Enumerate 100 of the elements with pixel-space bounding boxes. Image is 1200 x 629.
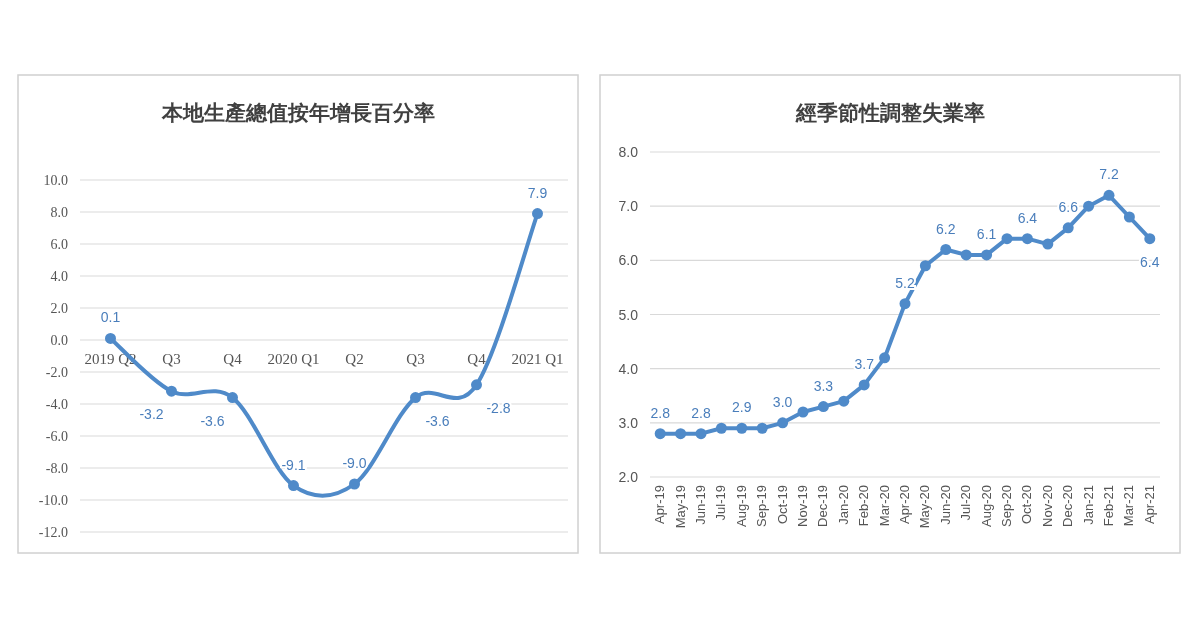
x-tick-label: Jan-21 bbox=[1080, 485, 1096, 525]
point bbox=[777, 417, 789, 429]
y-tick-label: 2.0 bbox=[618, 469, 639, 485]
x-tick-label: Apr-19 bbox=[652, 485, 668, 525]
y-tick-label: -4.0 bbox=[45, 397, 68, 412]
y-tick-label: 2.0 bbox=[50, 301, 68, 316]
x-tick-label: Oct-20 bbox=[1019, 485, 1035, 525]
data-label: 6.6 bbox=[1058, 198, 1079, 215]
x-tick-label: Jan-20 bbox=[835, 485, 851, 525]
x-tick-label: Apr-21 bbox=[1141, 485, 1157, 525]
point bbox=[1001, 233, 1013, 245]
x-tick-label: Q3 bbox=[162, 351, 181, 367]
chart-title: 本地生產總值按年增長百分率 bbox=[160, 100, 435, 125]
y-tick-label: 4.0 bbox=[618, 360, 639, 377]
x-tick-label: Sep-19 bbox=[754, 485, 770, 527]
x-tick-label: Oct-19 bbox=[774, 485, 790, 525]
point bbox=[532, 208, 543, 220]
x-tick-label: Nov-19 bbox=[795, 485, 810, 527]
point bbox=[227, 392, 238, 404]
data-label: 3.3 bbox=[813, 377, 834, 394]
x-tick-label: Jun-19 bbox=[693, 485, 708, 525]
x-tick-label: Feb-20 bbox=[856, 485, 872, 527]
data-label: 2.8 bbox=[691, 404, 711, 421]
point bbox=[960, 249, 972, 261]
x-tick-label: Aug-20 bbox=[978, 485, 994, 527]
data-label: 3.7 bbox=[854, 355, 875, 372]
point bbox=[919, 260, 931, 272]
point bbox=[1083, 200, 1095, 212]
data-label: -3.6 bbox=[200, 412, 225, 429]
x-tick-label: Jul-19 bbox=[713, 485, 729, 521]
x-tick-label: Q3 bbox=[406, 351, 425, 367]
x-tick-label: May-19 bbox=[672, 485, 688, 529]
point bbox=[1144, 233, 1156, 245]
y-tick-label: -6.0 bbox=[45, 429, 68, 444]
x-tick-label: Mar-21 bbox=[1121, 485, 1137, 527]
point bbox=[695, 428, 707, 440]
x-tick-label: Q4 bbox=[467, 351, 487, 367]
x-tick-label: Jun-20 bbox=[937, 485, 953, 525]
y-tick-label: 8.0 bbox=[618, 144, 639, 160]
data-label: 7.2 bbox=[1099, 166, 1119, 183]
data-label: 6.1 bbox=[976, 225, 997, 242]
x-tick-label: 2021 Q1 bbox=[511, 351, 564, 367]
x-tick-label: Feb-21 bbox=[1101, 485, 1116, 527]
data-label: 2.9 bbox=[732, 399, 752, 416]
point bbox=[105, 332, 116, 344]
point bbox=[879, 352, 891, 364]
point bbox=[1021, 233, 1033, 245]
point bbox=[981, 249, 993, 261]
point bbox=[410, 392, 421, 404]
point bbox=[288, 480, 299, 492]
point bbox=[838, 395, 850, 407]
y-tick-label: -12.0 bbox=[38, 525, 68, 540]
y-tick-label: 5.0 bbox=[618, 306, 639, 323]
point bbox=[797, 406, 809, 418]
data-label: 6.2 bbox=[936, 220, 956, 237]
x-tick-label: Mar-20 bbox=[876, 485, 892, 527]
x-tick-label: Q2 bbox=[345, 351, 364, 367]
x-tick-label: Jul-20 bbox=[958, 485, 974, 521]
point bbox=[654, 428, 666, 440]
y-tick-label: 0.0 bbox=[50, 333, 68, 348]
y-tick-label: -2.0 bbox=[45, 365, 68, 380]
data-label: 7.9 bbox=[527, 184, 548, 201]
data-label: -3.2 bbox=[139, 406, 164, 423]
y-tick-label: 7.0 bbox=[618, 198, 639, 215]
point bbox=[736, 422, 748, 434]
data-label: -3.6 bbox=[425, 412, 450, 429]
point bbox=[715, 422, 727, 434]
x-tick-label: Dec-19 bbox=[815, 485, 831, 527]
point bbox=[675, 428, 687, 440]
x-tick-label: Nov-20 bbox=[1039, 485, 1055, 527]
point bbox=[1062, 222, 1074, 234]
x-tick-label: Sep-20 bbox=[999, 485, 1014, 527]
y-tick-label: 6.0 bbox=[50, 237, 68, 252]
point bbox=[1042, 238, 1054, 250]
y-tick-label: 6.0 bbox=[618, 252, 639, 269]
x-tick-label: Aug-19 bbox=[733, 485, 749, 527]
point bbox=[471, 379, 482, 391]
point bbox=[1103, 189, 1115, 201]
y-tick-label: 3.0 bbox=[618, 414, 639, 431]
point bbox=[858, 379, 870, 391]
y-tick-label: -8.0 bbox=[45, 461, 68, 476]
data-label: 5.2 bbox=[895, 274, 915, 291]
x-tick-label: Apr-20 bbox=[897, 485, 912, 525]
data-label: 0.1 bbox=[100, 309, 121, 326]
y-tick-label: 10.0 bbox=[43, 173, 68, 188]
data-label: 6.4 bbox=[1017, 209, 1038, 226]
data-label: 6.4 bbox=[1140, 253, 1160, 270]
point bbox=[899, 298, 911, 310]
y-tick-label: -10.0 bbox=[38, 493, 68, 508]
y-tick-label: 4.0 bbox=[50, 269, 68, 284]
x-tick-label: 2020 Q1 bbox=[267, 351, 320, 367]
x-tick-label: Q4 bbox=[223, 351, 243, 367]
point bbox=[756, 422, 768, 434]
chart-title: 經季節性調整失業率 bbox=[794, 100, 985, 125]
x-tick-label: May-20 bbox=[917, 485, 933, 529]
data-label: -2.8 bbox=[486, 399, 511, 416]
point bbox=[166, 385, 177, 397]
data-label: -9.0 bbox=[342, 455, 367, 471]
point bbox=[1123, 211, 1135, 223]
point bbox=[349, 478, 360, 490]
